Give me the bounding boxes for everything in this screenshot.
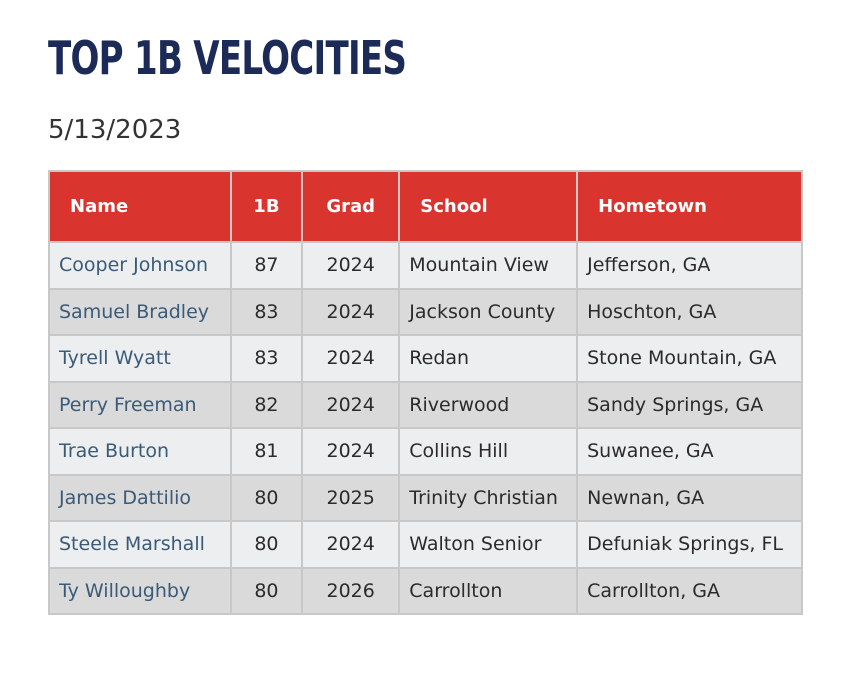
hometown: Carrollton, GA	[576, 566, 803, 615]
table-row: Trae Burton 81 2024 Collins Hill Suwanee, GA	[48, 427, 803, 476]
header-grad: Grad	[301, 170, 401, 243]
velocity-value: 82	[229, 380, 304, 429]
school-name: Collins Hill	[398, 427, 579, 476]
player-name[interactable]: James Dattilio	[48, 473, 232, 522]
hometown: Hoschton, GA	[576, 287, 803, 336]
player-name[interactable]: Tyrell Wyatt	[48, 334, 232, 383]
school-name: Walton Senior	[398, 520, 579, 569]
school-name: Mountain View	[398, 241, 579, 290]
school-name: Jackson County	[398, 287, 579, 336]
school-name: Riverwood	[398, 380, 579, 429]
grad-year: 2024	[301, 380, 401, 429]
table-row: Perry Freeman 82 2024 Riverwood Sandy Spring…	[48, 380, 803, 429]
hometown: Jefferson, GA	[576, 241, 803, 290]
player-name[interactable]: Trae Burton	[48, 427, 232, 476]
header-1b: 1B	[229, 170, 304, 243]
header-name: Name	[48, 170, 232, 243]
school-name: Trinity Christian	[398, 473, 579, 522]
grad-year: 2024	[301, 241, 401, 290]
hometown: Newnan, GA	[576, 473, 803, 522]
school-name: Carrollton	[398, 566, 579, 615]
page-title: TOP 1B VELOCITIES	[48, 31, 407, 85]
hometown: Defuniak Springs, FL	[576, 520, 803, 569]
header-hometown: Hometown	[576, 170, 803, 243]
grad-year: 2024	[301, 334, 401, 383]
table-row: Tyrell Wyatt 83 2024 Redan Stone Mountain, G…	[48, 334, 803, 383]
table-body: Cooper Johnson 87 2024 Mountain View Jeffers…	[48, 241, 803, 615]
page-date: 5/13/2023	[48, 115, 182, 145]
hometown: Suwanee, GA	[576, 427, 803, 476]
table-row: James Dattilio 80 2025 Trinity Christian New…	[48, 473, 803, 522]
velocity-value: 80	[229, 520, 304, 569]
table-row: Steele Marshall 80 2024 Walton Senior Defuni…	[48, 520, 803, 569]
table-header: Name 1B Grad School Hometown	[48, 170, 803, 243]
player-name[interactable]: Perry Freeman	[48, 380, 232, 429]
grad-year: 2025	[301, 473, 401, 522]
header-row: Name 1B Grad School Hometown	[48, 170, 803, 243]
hometown: Sandy Springs, GA	[576, 380, 803, 429]
grad-year: 2024	[301, 427, 401, 476]
header-school: School	[398, 170, 579, 243]
grad-year: 2024	[301, 520, 401, 569]
player-name[interactable]: Cooper Johnson	[48, 241, 232, 290]
velocities-table: Name 1B Grad School Hometown Cooper John…	[48, 170, 803, 615]
player-name[interactable]: Samuel Bradley	[48, 287, 232, 336]
grad-year: 2026	[301, 566, 401, 615]
player-name[interactable]: Ty Willoughby	[48, 566, 232, 615]
velocity-value: 83	[229, 334, 304, 383]
table-row: Samuel Bradley 83 2024 Jackson County Hoscht…	[48, 287, 803, 336]
table-row: Cooper Johnson 87 2024 Mountain View Jeffers…	[48, 241, 803, 290]
velocity-value: 80	[229, 566, 304, 615]
school-name: Redan	[398, 334, 579, 383]
velocity-value: 83	[229, 287, 304, 336]
velocity-value: 80	[229, 473, 304, 522]
grad-year: 2024	[301, 287, 401, 336]
velocity-value: 87	[229, 241, 304, 290]
player-name[interactable]: Steele Marshall	[48, 520, 232, 569]
table-row: Ty Willoughby 80 2026 Carrollton Carrollton,…	[48, 566, 803, 615]
hometown: Stone Mountain, GA	[576, 334, 803, 383]
velocity-value: 81	[229, 427, 304, 476]
